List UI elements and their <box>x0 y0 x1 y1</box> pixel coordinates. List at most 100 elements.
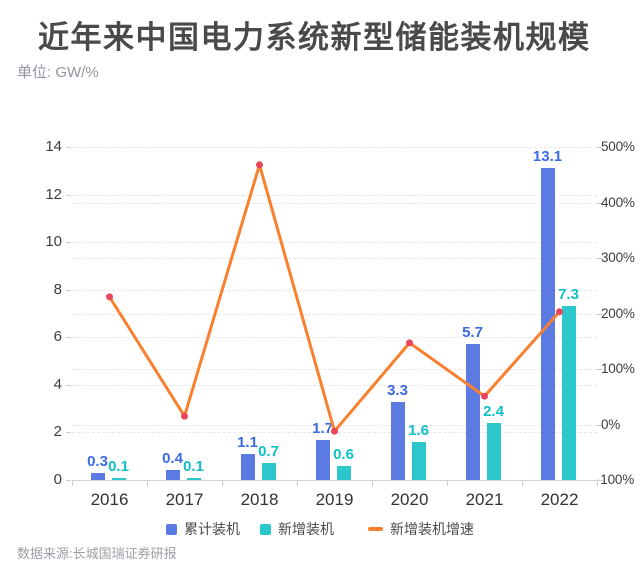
bar-label-new-2018: 0.7 <box>258 443 279 461</box>
y-axis-left-tick-label: 0 <box>53 471 62 488</box>
bar-new-2022 <box>561 306 576 480</box>
legend-item-cumulative[interactable]: 累计装机 <box>166 519 240 539</box>
y-axis-left-tick-label: 8 <box>53 280 62 298</box>
unit-label: 单位: GW/% <box>17 64 99 81</box>
bar-new-2017 <box>186 477 201 480</box>
y-axis-left-tick <box>66 337 71 339</box>
bar-label-cumulative-2022: 13.1 <box>532 148 563 166</box>
gridline-right-axis <box>72 202 597 204</box>
bar-new-2021 <box>486 422 501 480</box>
bar-cumulative-2022 <box>540 168 555 480</box>
gridline-right-axis <box>72 369 597 370</box>
growth-line-marker-2018 <box>256 161 263 169</box>
bar-label-cumulative-2017: 0.4 <box>162 450 183 468</box>
y-axis-left-tick <box>66 432 71 434</box>
y-axis-left-tick <box>66 147 71 148</box>
growth-line-marker-2016 <box>106 293 113 301</box>
legend-item-label: 新增装机增速 <box>390 521 474 537</box>
x-axis-tick <box>447 481 448 486</box>
legend-item-label: 累计装机 <box>184 521 240 537</box>
x-axis-category-label: 2018 <box>240 490 279 509</box>
y-axis-right-tick <box>597 258 602 259</box>
bar-label-new-2019: 0.6 <box>333 445 354 463</box>
cumulative-square-mark-icon <box>166 523 177 535</box>
y-axis-right-tick-label: 400% <box>601 194 635 210</box>
bar-label-cumulative-2018: 1.1 <box>237 433 258 451</box>
legend-item-new[interactable]: 新增装机 <box>260 519 334 539</box>
y-axis-left-tick-label: 14 <box>45 138 62 155</box>
bar-cumulative-2017 <box>165 470 180 480</box>
y-axis-right-tick <box>597 369 602 370</box>
y-axis-left-tick <box>66 384 71 386</box>
gridline-left-axis <box>72 289 597 291</box>
new-square-mark-icon <box>260 523 271 535</box>
x-axis-category-label: 2020 <box>390 490 429 509</box>
growth-line-mark-icon <box>368 527 383 531</box>
x-axis-category-label: 2017 <box>165 490 204 509</box>
bar-label-cumulative-2019: 1.7 <box>312 419 333 437</box>
y-axis-right-tick-label: 200% <box>601 305 635 321</box>
gridline-right-axis <box>72 313 597 315</box>
y-axis-right-tick <box>597 202 602 204</box>
gridline-left-axis <box>72 384 597 386</box>
y-axis-right-tick <box>597 424 602 426</box>
y-axis-right-tick-label: 500% <box>601 139 635 154</box>
bar-label-new-2016: 0.1 <box>108 457 129 475</box>
bar-cumulative-2018 <box>240 453 255 480</box>
bar-new-2016 <box>111 477 126 480</box>
y-axis-left-tick <box>66 242 71 244</box>
gridline-left-axis <box>72 194 597 196</box>
y-axis-left-tick-label: 2 <box>53 423 62 441</box>
y-axis-left-tick-label: 10 <box>45 233 62 251</box>
growth-line-marker-2020 <box>406 339 413 347</box>
bar-cumulative-2019 <box>315 439 330 480</box>
y-axis-right-tick <box>597 147 602 148</box>
x-axis-line <box>72 480 603 481</box>
y-axis-left-tick <box>66 289 71 291</box>
x-axis-category-label: 2019 <box>315 490 354 509</box>
x-axis-tick <box>522 481 523 486</box>
x-axis-tick <box>297 481 298 486</box>
bar-label-new-2021: 2.4 <box>483 402 504 420</box>
bar-label-cumulative-2020: 3.3 <box>387 381 408 399</box>
growth-line-path <box>108 163 561 433</box>
y-axis-right-tick-label: -100% <box>596 472 635 487</box>
legend-item-growth[interactable]: 新增装机增速 <box>368 519 474 539</box>
x-axis-tick <box>147 481 148 486</box>
y-axis-right-tick-label: 300% <box>601 250 635 265</box>
chart-title: 近年来中国电力系统新型储能装机规模 <box>38 20 591 55</box>
bar-cumulative-2016 <box>90 472 105 480</box>
y-axis-left-tick-label: 4 <box>53 375 62 393</box>
x-axis-category-label: 2022 <box>540 490 579 509</box>
x-axis-tick <box>222 481 223 486</box>
data-source: 数据来源:长城国瑞证券研报 <box>17 546 177 561</box>
bar-new-2020 <box>411 441 426 480</box>
bar-label-new-2022: 7.3 <box>558 286 579 304</box>
x-axis-tick <box>597 481 598 486</box>
y-axis-left-tick-label: 12 <box>45 185 62 203</box>
legend: 累计装机 新增装机 新增装机增速 <box>0 519 640 539</box>
bar-new-2019 <box>336 465 351 480</box>
bar-label-new-2020: 1.6 <box>408 421 429 439</box>
bar-cumulative-2020 <box>390 401 405 480</box>
x-axis-category-label: 2021 <box>465 490 504 509</box>
bar-label-cumulative-2016: 0.3 <box>87 452 108 470</box>
bar-new-2018 <box>261 463 276 480</box>
x-axis-category-label: 2016 <box>90 490 129 509</box>
x-axis-tick <box>372 481 373 486</box>
x-axis-tick <box>72 481 73 486</box>
y-axis-right-tick-label: 0% <box>601 416 621 432</box>
y-axis-left-tick-label: 6 <box>53 328 62 346</box>
gridline-left-axis <box>72 337 597 339</box>
y-axis-right-tick <box>597 313 602 315</box>
legend-item-label: 新增装机 <box>278 521 334 537</box>
gridline-right-axis <box>72 147 597 148</box>
y-axis-left-tick <box>66 480 71 481</box>
bar-label-cumulative-2021: 5.7 <box>462 324 483 342</box>
bar-label-new-2017: 0.1 <box>183 457 204 475</box>
gridline-right-axis <box>72 258 597 259</box>
growth-line-marker-2017 <box>181 412 188 420</box>
y-axis-right-tick-label: 100% <box>601 361 635 376</box>
